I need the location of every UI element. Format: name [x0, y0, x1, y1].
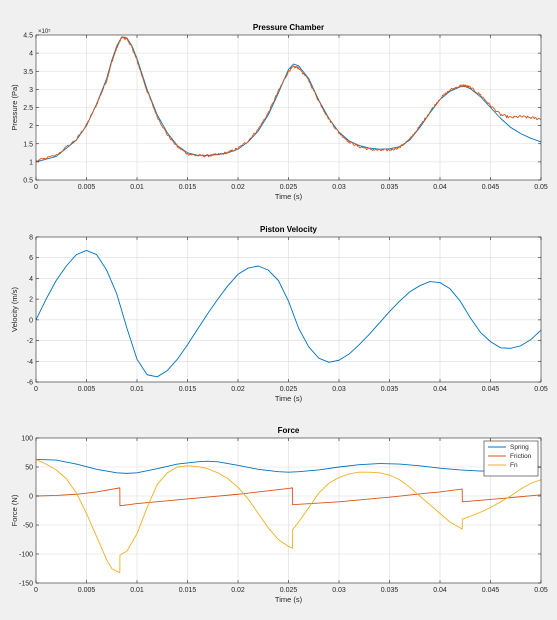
y-tick-label: 0.5	[23, 178, 33, 185]
y-tick-label: 2	[29, 297, 33, 304]
y-tick-label: 0	[29, 494, 33, 501]
x-axis-label: Time (s)	[275, 192, 303, 201]
y-tick-label: 4	[29, 276, 33, 283]
series-line-friction	[35, 487, 542, 507]
subplot-3: 0 0.005 0.01 0.015 0.02 0.025 0.03 0.035 0.04 0.0…	[10, 426, 548, 604]
x-tick-label: 0.02	[231, 386, 245, 393]
x-tick-label: 0.035	[381, 184, 399, 191]
x-tick-label: 0.03	[332, 184, 346, 191]
y-tick-label: 2	[29, 123, 33, 130]
x-tick-label: 0.045	[482, 587, 500, 594]
x-tick-label: 0.045	[482, 184, 500, 191]
x-tick-label: 0.03	[332, 386, 346, 393]
subplot-2: 0 0.005 0.01 0.015 0.02 0.025 0.03 0.035 0.04 0.0…	[10, 225, 548, 403]
subplot-1: 0 0.005 0.01 0.015 0.02 0.025 0.03 0.035 0.04 0.0…	[10, 23, 548, 201]
y-tick-label: -6	[27, 380, 33, 387]
chart-title: Pressure Chamber	[253, 23, 324, 32]
y-tick-label: 3	[29, 87, 33, 94]
x-tick-label: 0.035	[381, 587, 399, 594]
y-tick-label: -4	[27, 359, 33, 366]
x-axis-label: Time (s)	[275, 394, 303, 403]
x-tick-label: 0.015	[179, 184, 197, 191]
legend: Spring Friction Fn	[483, 440, 539, 477]
legend-label-spring: Spring	[510, 444, 529, 451]
y-tick-label: 1	[29, 159, 33, 166]
chart-title: Force	[278, 426, 300, 435]
x-tick-label: 0.05	[534, 184, 548, 191]
x-tick-label: 0.015	[179, 587, 197, 594]
x-tick-label: 0.02	[231, 587, 245, 594]
legend-label-fn: Fn	[510, 462, 518, 469]
x-tick-label: 0.025	[280, 386, 298, 393]
x-tick-label: 0.04	[433, 386, 447, 393]
y-tick-label: 3.5	[23, 69, 33, 76]
x-tick-label: 0.05	[534, 386, 548, 393]
y-exponent: ×10⁵	[38, 28, 51, 35]
x-tick-label: 0.025	[280, 587, 298, 594]
x-tick-label: 0.04	[433, 184, 447, 191]
x-tick-label: 0.005	[78, 184, 96, 191]
x-tick-label: 0.025	[280, 184, 298, 191]
series-line-spring	[35, 459, 542, 474]
y-tick-label: -50	[23, 523, 33, 530]
x-axis-label: Time (s)	[275, 595, 303, 604]
y-tick-label: 4	[29, 51, 33, 58]
y-tick-label: 100	[21, 436, 33, 443]
y-tick-label: 50	[25, 465, 33, 472]
y-tick-label: 4.5	[23, 33, 33, 40]
x-tick-label: 0.035	[381, 386, 399, 393]
x-tick-label: 0.01	[130, 587, 144, 594]
x-tick-label: 0.005	[78, 386, 96, 393]
chart-title: Piston Velocity	[260, 225, 317, 234]
x-tick-label: 0.045	[482, 386, 500, 393]
y-tick-label: 1.5	[23, 141, 33, 148]
y-axis-label: Force (N)	[10, 494, 19, 526]
x-tick-label: 0.05	[534, 587, 548, 594]
y-tick-label: 8	[29, 235, 33, 242]
series-line-1	[35, 250, 542, 378]
x-tick-label: 0.02	[231, 184, 245, 191]
x-tick-label: 0.015	[179, 386, 197, 393]
x-tick-label: 0	[34, 184, 38, 191]
y-tick-label: -100	[19, 552, 33, 559]
y-axis-label: Pressure (Pa)	[10, 84, 19, 131]
x-tick-label: 0.01	[130, 386, 144, 393]
series-line-fn	[35, 459, 542, 574]
y-tick-label: -150	[19, 581, 33, 588]
x-tick-label: 0.03	[332, 587, 346, 594]
y-tick-label: -2	[27, 338, 33, 345]
y-tick-label: 0	[29, 317, 33, 324]
grid	[36, 237, 541, 382]
x-tick-label: 0.04	[433, 587, 447, 594]
y-tick-label: 6	[29, 255, 33, 262]
x-tick-label: 0	[34, 587, 38, 594]
series-line-2	[35, 36, 542, 162]
legend-label-friction: Friction	[510, 453, 532, 460]
x-tick-label: 0.01	[130, 184, 144, 191]
x-tick-label: 0	[34, 386, 38, 393]
y-axis-label: Velocity (m/s)	[10, 286, 19, 332]
x-tick-label: 0.005	[78, 587, 96, 594]
y-tick-label: 2.5	[23, 105, 33, 112]
